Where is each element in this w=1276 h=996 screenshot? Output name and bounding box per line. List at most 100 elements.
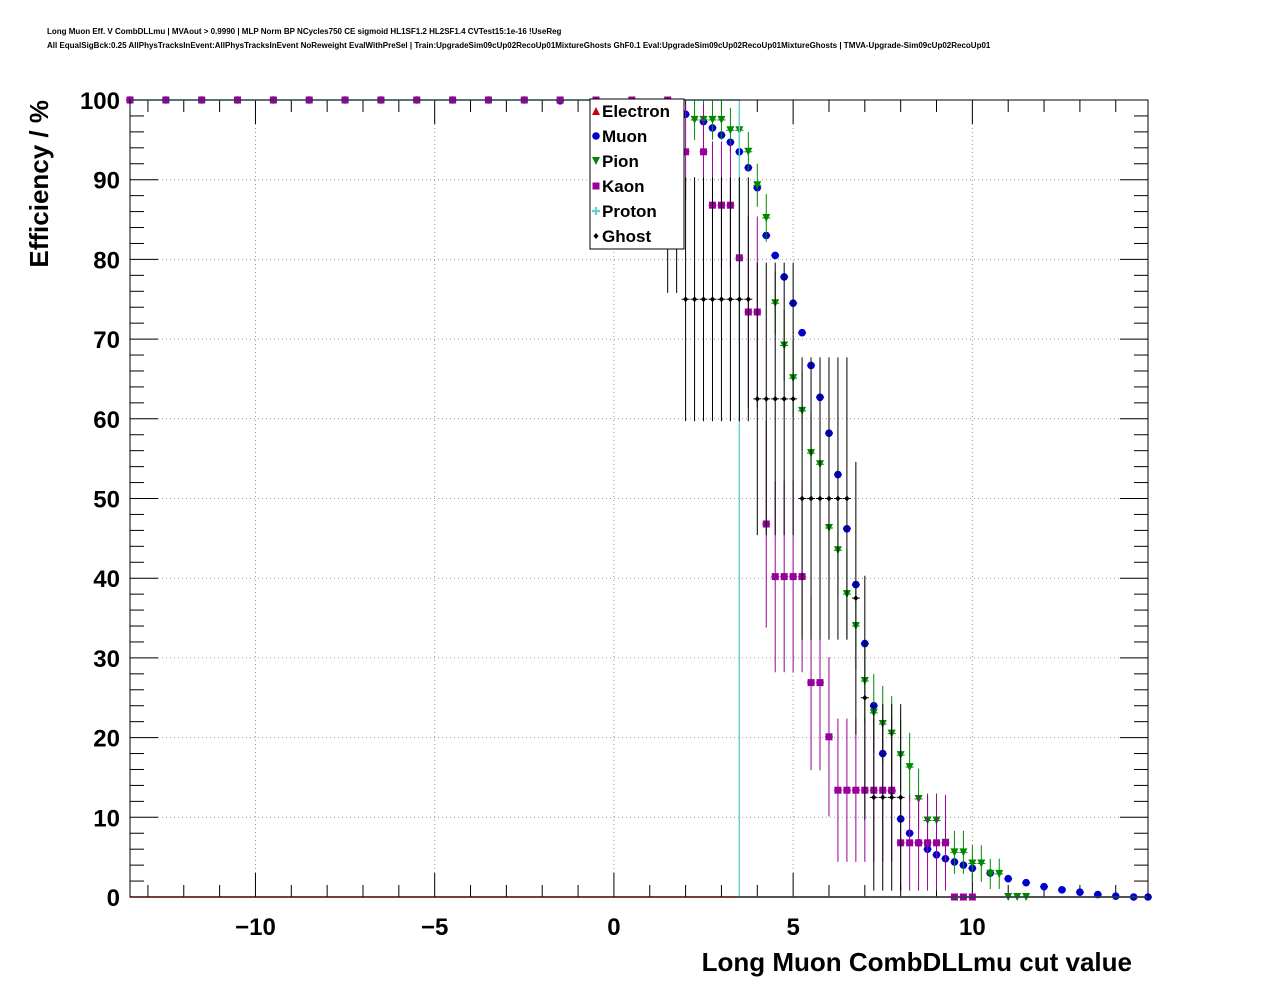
kaon-point [924, 839, 932, 847]
ghost-point [781, 395, 787, 402]
pion-point [995, 869, 1004, 878]
pion-point [905, 763, 914, 772]
tick-labels: 0 10 20 30 40 50 60 70 80 90 100 −10 −5 0 5 10 [80, 88, 986, 941]
muon-point [1058, 886, 1066, 894]
kaon-point [906, 839, 914, 847]
legend-marker-proton [592, 207, 600, 215]
chart-title-line1: Long Muon Eff. V CombDLLmu | MVAout > 0.… [47, 27, 562, 36]
pion-point [717, 115, 726, 124]
ghost-point [808, 495, 814, 502]
pion-point [744, 147, 753, 156]
pion-point [762, 213, 771, 222]
y-tick-label: 60 [93, 407, 120, 434]
kaon-point [825, 733, 833, 741]
ghost-point [772, 395, 778, 402]
ghost-point [862, 694, 868, 701]
y-tick-label: 80 [93, 247, 120, 274]
kaon-point [941, 839, 949, 847]
kaon-point [789, 573, 797, 581]
ghost-point [692, 296, 698, 303]
ghost-point [889, 794, 895, 801]
y-tick-label: 20 [93, 726, 120, 753]
ghost-point [826, 495, 832, 502]
ghost-point [727, 296, 733, 303]
kaon-point [780, 573, 788, 581]
pion-point [977, 859, 986, 868]
series-ghost [663, 106, 905, 891]
legend-label-pion: Pion [602, 152, 639, 171]
legend-marker-kaon [592, 182, 600, 190]
legend: Electron Muon Pion Kaon Proton Ghost [589, 98, 685, 250]
kaon-point [807, 679, 815, 687]
kaon-point [915, 839, 923, 847]
series-pion [690, 100, 1031, 901]
muon-point [1111, 892, 1120, 901]
legend-marker-muon [592, 132, 600, 140]
x-tick-label: 0 [607, 914, 620, 941]
legend-marker-pion [592, 157, 600, 165]
pion-point [708, 115, 717, 124]
kaon-point [834, 786, 842, 794]
kaon-point [816, 679, 824, 687]
kaon-point [700, 148, 708, 156]
legend-marker-electron [592, 107, 600, 115]
pion-point [753, 181, 762, 190]
x-tick-label: 5 [786, 914, 799, 941]
pion-point [950, 848, 959, 857]
ghost-point [853, 595, 859, 602]
ghost-point [898, 794, 904, 801]
y-tick-label: 50 [93, 487, 120, 514]
ghost-point [844, 495, 850, 502]
y-tick-label: 70 [93, 327, 120, 354]
ghost-point [763, 395, 769, 402]
ghost-point [718, 296, 724, 303]
kaon-point [852, 786, 860, 794]
kaon-point [771, 573, 779, 581]
kaon-point [933, 839, 941, 847]
muon-point [1004, 874, 1013, 883]
y-tick-label: 100 [80, 88, 120, 115]
chart-title-line2: All EqualSigBck:0.25 AllPhysTracksInEven… [47, 41, 991, 50]
ghost-point [871, 794, 877, 801]
y-tick-label: 40 [93, 566, 120, 593]
pion-point [986, 869, 995, 878]
x-tick-label: 10 [959, 914, 986, 941]
ghost-point [835, 495, 841, 502]
ghost-point [799, 495, 805, 502]
legend-label-ghost: Ghost [602, 227, 651, 246]
muon-point [1076, 888, 1084, 897]
x-tick-label: −5 [421, 914, 448, 941]
y-axis-label: Efficiency / % [24, 100, 54, 268]
ghost-point [745, 296, 751, 303]
muon-point [771, 251, 780, 260]
kaon-point [843, 786, 851, 794]
muon-point [798, 328, 806, 337]
pion-point [726, 126, 735, 135]
ghost-point [817, 495, 823, 502]
legend-label-muon: Muon [602, 127, 647, 146]
y-tick-label: 30 [93, 646, 120, 673]
kaon-point [682, 148, 690, 156]
x-axis-label: Long Muon CombDLLmu cut value [702, 947, 1132, 977]
ghost-point [880, 794, 886, 801]
ghost-point [683, 296, 689, 303]
pion-point [690, 115, 699, 124]
x-tick-label: −10 [235, 914, 276, 941]
y-tick-label: 0 [107, 885, 120, 912]
legend-label-proton: Proton [602, 202, 657, 221]
legend-marker-ghost [593, 233, 599, 239]
pion-point [968, 859, 977, 868]
y-tick-label: 90 [93, 168, 120, 195]
legend-label-kaon: Kaon [602, 177, 645, 196]
ghost-point [709, 296, 715, 303]
pion-point [959, 848, 968, 857]
ghost-point [736, 296, 742, 303]
y-tick-label: 10 [93, 805, 120, 832]
legend-box [589, 98, 685, 250]
legend-label-electron: Electron [602, 102, 670, 121]
muon-point [1022, 878, 1030, 887]
ghost-point [754, 395, 760, 402]
ghost-point [790, 395, 796, 402]
ghost-point [701, 296, 707, 303]
